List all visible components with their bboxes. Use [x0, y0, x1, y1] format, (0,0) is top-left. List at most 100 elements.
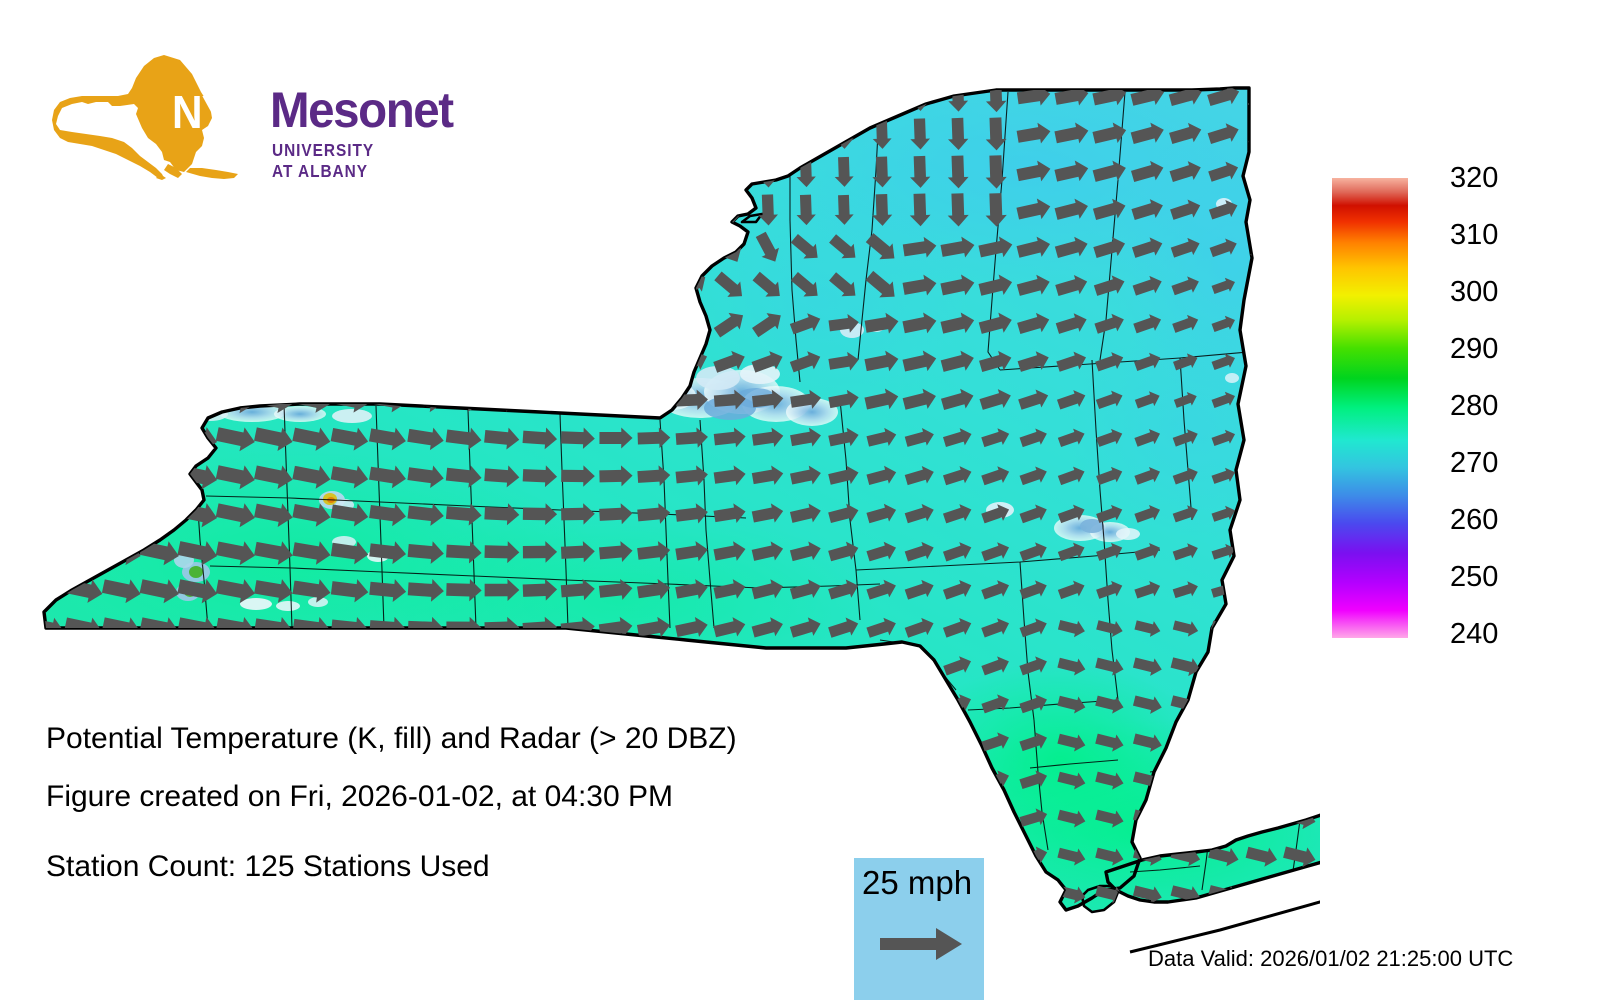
- wind-arrow: [521, 882, 557, 905]
- wind-arrow: [1211, 391, 1236, 409]
- wind-arrow: [330, 579, 369, 603]
- logo-subtitle: UNIVERSITY AT ALBANY: [272, 140, 374, 181]
- wind-arrow: [102, 198, 141, 223]
- wind-arrow: [331, 654, 369, 679]
- wind-arrow: [904, 541, 934, 562]
- wind-arrow: [368, 199, 406, 223]
- wind-arrow: [981, 504, 1010, 524]
- wind-arrow: [408, 692, 444, 716]
- wind-arrow: [44, 693, 65, 717]
- wind-arrow: [790, 389, 822, 409]
- wind-arrow: [1132, 657, 1162, 676]
- wind-arrow: [866, 427, 897, 447]
- wind-arrow: [64, 655, 103, 679]
- wind-arrow: [177, 389, 218, 414]
- wind-arrow: [602, 230, 628, 263]
- wind-arrow: [1095, 733, 1124, 752]
- wind-arrow: [330, 541, 369, 565]
- wind-arrow: [789, 313, 821, 335]
- wind-arrow: [1057, 733, 1086, 752]
- wind-arrow: [713, 541, 746, 561]
- wind-arrow: [483, 351, 520, 374]
- wind-arrow: [674, 882, 708, 905]
- wind-arrow: [720, 118, 741, 150]
- wind-arrow: [1171, 276, 1199, 296]
- wind-arrow: [943, 808, 972, 828]
- wind-arrow: [981, 808, 1010, 828]
- wind-arrow: [1173, 353, 1198, 371]
- wind-arrow: [177, 692, 218, 718]
- new-york-state-map[interactable]: [0, 0, 1320, 960]
- wind-arrow: [1208, 809, 1239, 829]
- wind-arrow: [64, 88, 103, 108]
- wind-arrow: [1250, 466, 1271, 489]
- wind-arrow: [1134, 391, 1160, 409]
- wind-arrow: [641, 192, 666, 225]
- wind-arrow: [1249, 543, 1274, 560]
- wind-arrow: [1169, 161, 1201, 182]
- wind-arrow: [522, 313, 557, 336]
- wind-arrow: [522, 692, 557, 715]
- wind-arrow: [1054, 122, 1089, 144]
- wind-arrow: [522, 162, 557, 184]
- wind-arrow: [101, 579, 141, 604]
- wind-arrow: [904, 503, 934, 524]
- wind-arrow: [139, 389, 179, 414]
- wind-arrow: [254, 503, 293, 527]
- wind-arrow: [940, 312, 975, 334]
- wind-arrow: [1134, 505, 1161, 523]
- wind-arrow: [713, 806, 745, 829]
- wind-arrow: [713, 844, 745, 867]
- wind-arrow: [758, 118, 778, 150]
- wind-arrow: [1132, 275, 1162, 296]
- wind-arrow: [599, 465, 633, 487]
- wind-arrow: [598, 578, 633, 600]
- wind-arrow: [254, 579, 293, 603]
- wind-arrow: [872, 156, 892, 188]
- wind-arrow: [1211, 353, 1235, 371]
- wind-arrow: [139, 312, 180, 338]
- wind-arrow: [981, 846, 1010, 865]
- wind-arrow: [1208, 733, 1239, 753]
- wind-arrow: [560, 541, 595, 563]
- wind-arrow: [985, 193, 1007, 227]
- wind-arrow: [866, 579, 896, 600]
- wind-arrow: [943, 732, 972, 752]
- wind-arrow: [1019, 770, 1048, 789]
- wind-arrow: [1016, 236, 1051, 258]
- wind-arrow: [866, 693, 896, 714]
- wind-arrow: [1019, 428, 1047, 448]
- wind-arrow: [139, 693, 180, 718]
- wind-arrow: [407, 579, 444, 602]
- wind-arrow: [1170, 809, 1201, 829]
- wind-arrow: [902, 312, 937, 334]
- wind-arrow: [866, 655, 896, 676]
- wind-arrow: [407, 427, 444, 451]
- colorbar-tick-270: 270: [1450, 447, 1499, 479]
- wind-arrow: [445, 238, 482, 261]
- wind-arrow: [1134, 429, 1160, 447]
- wind-arrow: [1211, 467, 1236, 484]
- wind-arrow: [292, 123, 331, 147]
- wind-arrow: [940, 350, 974, 372]
- wind-arrow: [981, 694, 1009, 714]
- wind-arrow: [1096, 542, 1123, 561]
- wind-arrow: [720, 156, 741, 188]
- wind-arrow: [177, 351, 218, 376]
- wind-arrow: [981, 542, 1010, 562]
- wind-arrow: [828, 731, 859, 753]
- wind-arrow: [1057, 466, 1085, 486]
- wind-arrow: [675, 541, 708, 562]
- wind-arrow: [902, 388, 936, 410]
- wind-arrow: [139, 427, 179, 452]
- wind-arrow: [177, 274, 218, 300]
- wind-arrow: [483, 238, 520, 260]
- wind-arrow: [484, 692, 520, 715]
- wind-arrow: [1096, 428, 1123, 447]
- wind-arrow: [834, 156, 854, 187]
- wind-arrow: [216, 122, 256, 147]
- wind-arrow: [140, 160, 180, 185]
- wind-arrow: [177, 122, 218, 147]
- wind-arrow: [940, 236, 975, 258]
